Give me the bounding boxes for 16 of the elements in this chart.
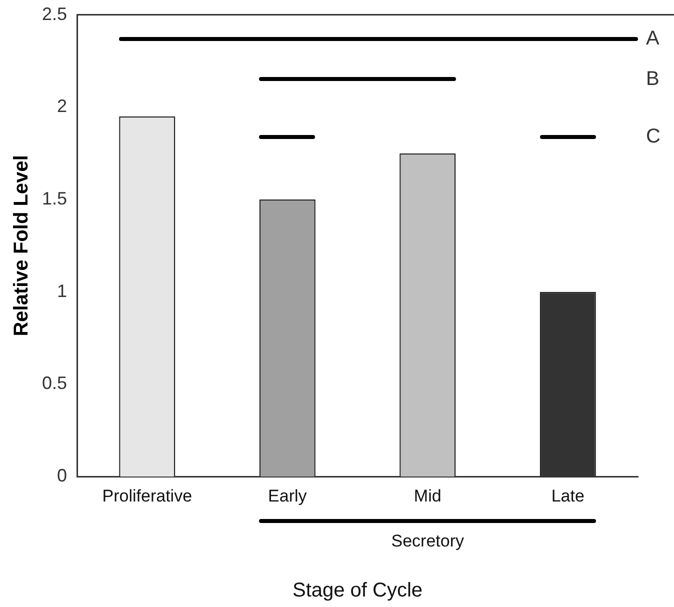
y-tick-label: 2.5	[42, 4, 68, 24]
y-axis-title: Relative Fold Level	[10, 155, 33, 336]
x-axis-title: Stage of Cycle	[292, 580, 423, 602]
y-tick-label: 0	[57, 466, 68, 486]
x-tick-label: Early	[268, 486, 308, 506]
y-tick-label: 0.5	[42, 373, 68, 394]
y-tick-label: 2	[57, 96, 68, 116]
text: C	[646, 126, 660, 148]
y-tick-label: 1	[57, 280, 68, 301]
y-tick-label: 1.5	[42, 188, 68, 208]
x-tick-label: Proliferative	[102, 486, 192, 506]
text: B	[646, 68, 660, 90]
text: Secretory	[391, 531, 465, 550]
text: A	[646, 27, 660, 50]
x-tick-label: Late	[551, 486, 584, 506]
x-tick-label: Mid	[414, 486, 442, 506]
